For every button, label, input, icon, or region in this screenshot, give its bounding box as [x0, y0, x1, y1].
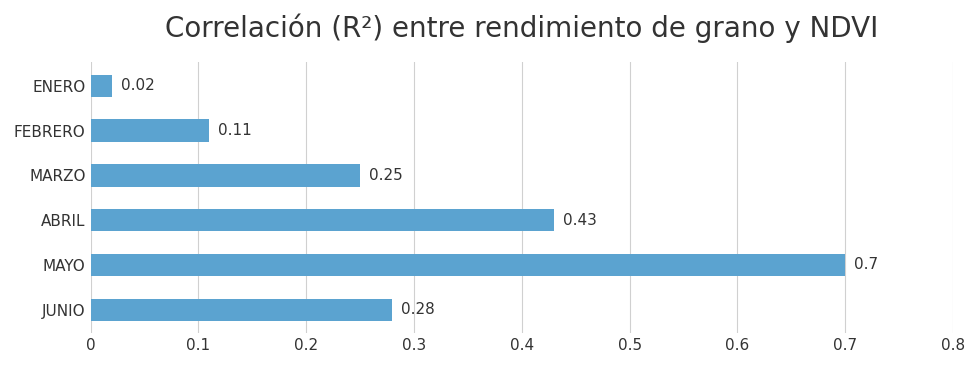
Bar — [90, 120, 209, 142]
Bar — [90, 75, 111, 97]
Bar — [90, 254, 844, 276]
Title: Correlación (R²) entre rendimiento de grano y NDVI: Correlación (R²) entre rendimiento de gr… — [165, 14, 877, 43]
Text: 0.7: 0.7 — [853, 258, 877, 272]
Text: 0.28: 0.28 — [401, 302, 434, 317]
Bar — [90, 298, 392, 321]
Text: 0.11: 0.11 — [217, 123, 251, 138]
Bar — [90, 164, 360, 187]
Text: 0.43: 0.43 — [562, 213, 596, 228]
Bar — [90, 209, 554, 232]
Text: 0.02: 0.02 — [120, 79, 155, 93]
Text: 0.25: 0.25 — [369, 168, 402, 183]
